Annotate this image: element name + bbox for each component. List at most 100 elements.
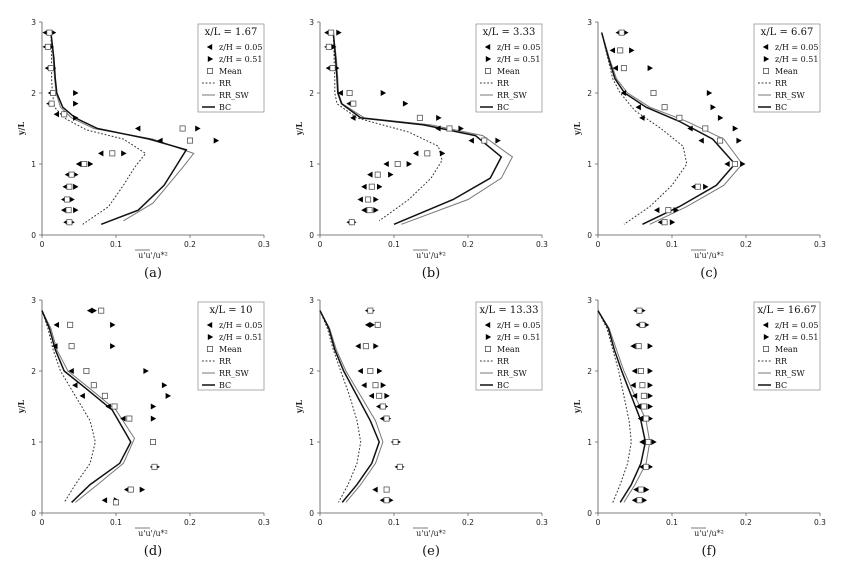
legend-label-rr_sw: RR_SW: [497, 91, 528, 100]
legend-marker-z005: [762, 322, 769, 328]
series-bc-line: [319, 310, 381, 503]
marker-mean: [149, 438, 156, 445]
marker-z051: [647, 368, 653, 374]
marker-z051: [647, 392, 653, 399]
marker-mean: [44, 43, 51, 50]
legend-label-rr: RR: [219, 357, 232, 366]
x-tick-label: 0.3: [536, 240, 548, 249]
marker-mean: [661, 219, 668, 226]
marker-mean: [717, 137, 724, 144]
x-axis-label: u'u'/u*²: [694, 251, 724, 260]
x-tick-label: 0.1: [110, 240, 122, 249]
marker-mean: [367, 367, 374, 374]
marker-z051: [439, 150, 446, 157]
chart-panel-4: 0 0.1 0.2 0.3 0 1 2 3 y/L u'u'/u*² x/L = 10 z/H = 0…: [16, 296, 270, 559]
marker-z005: [654, 207, 660, 214]
y-tick-label: 2: [587, 367, 592, 376]
marker-z005: [468, 137, 474, 144]
y-tick-label: 0: [309, 231, 314, 240]
panel-title: x/L = 1.67: [205, 27, 258, 38]
marker-z051: [647, 403, 653, 410]
legend-label-z005: z/H = 0.05: [775, 43, 819, 52]
marker-mean: [636, 307, 643, 314]
marker-mean: [179, 125, 186, 132]
y-tick-label: 1: [587, 438, 592, 447]
marker-mean: [446, 125, 453, 132]
legend-marker-mean: [484, 68, 491, 75]
x-axis-label: u'u'/u*²: [138, 251, 168, 260]
marker-z005: [639, 114, 645, 121]
legend-marker-z051: [763, 56, 770, 62]
marker-mean: [328, 29, 335, 36]
marker-mean: [639, 321, 646, 328]
marker-mean: [68, 171, 75, 178]
marker-mean: [362, 343, 369, 350]
marker-z051: [380, 90, 387, 96]
marker-mean: [640, 392, 647, 399]
legend-label-rr: RR: [497, 79, 510, 88]
series-rr_sw-line: [41, 310, 136, 503]
chart-panel-6: 0 0.1 0.2 0.3 0 1 2 3 y/L u'u'/u*² x/L = 16.67 z/H …: [572, 296, 826, 559]
marker-mean: [650, 90, 657, 97]
marker-mean: [348, 219, 355, 226]
marker-z005: [631, 368, 638, 374]
marker-z051: [377, 183, 383, 190]
x-tick-label: 0.2: [184, 518, 196, 527]
marker-z005: [361, 183, 367, 190]
y-tick-label: 3: [31, 296, 36, 305]
x-axis-label: u'u'/u*²: [694, 529, 724, 538]
marker-mean: [66, 219, 73, 226]
legend-label-bc: BC: [497, 103, 509, 112]
x-tick-label: 0.1: [666, 240, 678, 249]
legend-label-z051: z/H = 0.51: [219, 55, 263, 64]
series-rr-line: [41, 310, 96, 503]
marker-z005: [633, 486, 639, 493]
marker-z005: [635, 104, 641, 111]
marker-z005: [68, 368, 74, 374]
marker-z005: [631, 392, 638, 399]
marker-z051: [87, 161, 94, 167]
legend-marker-z005: [206, 44, 213, 50]
legend-marker-z051: [763, 334, 770, 340]
marker-mean: [618, 29, 625, 36]
legend-marker-mean: [763, 68, 770, 75]
panel-title: x/L = 10: [209, 305, 252, 316]
marker-z005: [612, 65, 618, 72]
panel-label: (e): [422, 544, 440, 559]
marker-z051: [740, 161, 746, 167]
marker-z051: [165, 392, 171, 399]
panel-title: x/L = 6.67: [761, 27, 814, 38]
marker-mean: [48, 100, 55, 107]
y-tick-label: 2: [31, 89, 36, 98]
marker-mean: [127, 486, 134, 493]
marker-z051: [373, 196, 379, 203]
marker-mean: [350, 100, 357, 107]
marker-z005: [72, 382, 78, 389]
x-tick-label: 0: [40, 518, 45, 527]
marker-mean: [65, 207, 72, 214]
legend-label-z051: z/H = 0.51: [497, 333, 541, 342]
marker-z051: [402, 100, 409, 107]
y-tick-label: 1: [309, 160, 314, 169]
chart-panel-5: 0 0.1 0.2 0.3 0 1 2 3 y/L u'u'/u*² x/L = 13.33 z/H …: [294, 296, 548, 559]
marker-mean: [81, 160, 88, 167]
legend: x/L = 13.33 z/H = 0.05 z/H = 0.51 Mean RR RR_…: [475, 301, 543, 391]
marker-mean: [643, 463, 650, 470]
marker-mean: [90, 382, 97, 389]
legend-label-bc: BC: [775, 381, 787, 390]
panel-label: (a): [144, 266, 162, 281]
marker-mean: [645, 438, 652, 445]
series-rr_sw-line: [601, 32, 743, 225]
legend-marker-z005: [484, 322, 491, 328]
marker-mean: [392, 438, 399, 445]
legend-label-z051: z/H = 0.51: [775, 333, 819, 342]
marker-z051: [647, 343, 653, 350]
marker-mean: [383, 486, 390, 493]
x-axis-label: u'u'/u*²: [138, 529, 168, 538]
y-axis-label: y/L: [572, 122, 582, 137]
y-axis-label: y/L: [294, 122, 304, 137]
marker-z051: [643, 486, 650, 493]
marker-z005: [609, 47, 615, 54]
marker-mean: [98, 307, 105, 314]
marker-z005: [75, 161, 82, 167]
